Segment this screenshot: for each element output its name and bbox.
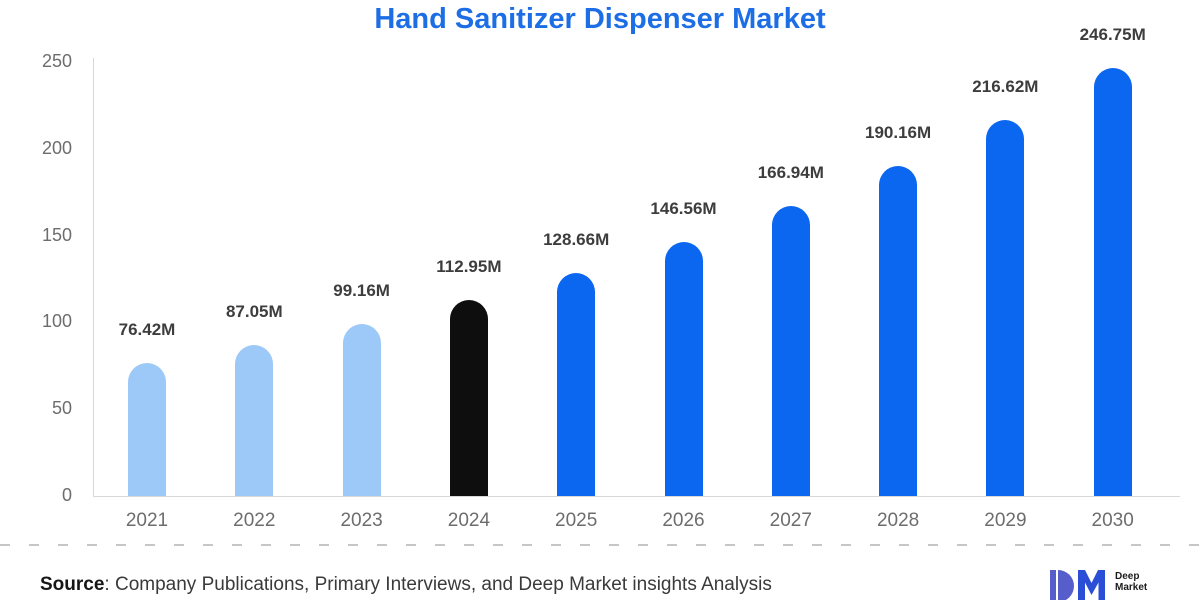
- logo-word-market: Market: [1115, 582, 1148, 593]
- x-axis-tick-2027: 2027: [769, 510, 812, 531]
- bar-2025: [557, 272, 596, 496]
- deep-market-logo: Deep Market: [1050, 569, 1147, 600]
- bar-2021: [128, 363, 166, 496]
- bar-2026: [664, 241, 703, 496]
- y-axis-tick-150: 150: [41, 224, 72, 245]
- bar-value-label-2030: 246.75M: [1079, 24, 1146, 44]
- source-text: : Company Publications, Primary Intervie…: [104, 574, 772, 595]
- x-axis-tick-2025: 2025: [555, 510, 598, 531]
- bar-value-label-2025: 128.66M: [543, 229, 610, 249]
- bar-2023: [342, 323, 381, 496]
- y-axis-tick-0: 0: [61, 485, 72, 505]
- dm-logo-icon: [1050, 570, 1105, 600]
- x-axis-tick-2029: 2029: [984, 510, 1027, 531]
- y-axis-tick-200: 200: [41, 137, 72, 158]
- chart-title: Hand Sanitizer Dispenser Market: [374, 3, 826, 35]
- footer-divider: [0, 544, 1200, 546]
- logo-wordmark: Deep Market: [1115, 571, 1147, 593]
- y-axis-tick-250: 250: [41, 51, 72, 71]
- x-axis-tick-2021: 2021: [125, 510, 169, 531]
- bar-value-label-2024: 112.95M: [436, 256, 502, 276]
- plot-area: [93, 58, 1180, 497]
- bar-value-label-2026: 146.56M: [650, 198, 717, 218]
- y-axis-tick-50: 50: [51, 398, 72, 419]
- source-note: Source: Company Publications, Primary In…: [40, 574, 772, 596]
- logo-word-deep: Deep: [1115, 571, 1140, 582]
- y-axis-tick-100: 100: [41, 311, 72, 332]
- bar-value-label-2021: 76.42M: [118, 320, 176, 340]
- bar-value-label-2023: 99.16M: [333, 280, 390, 300]
- x-axis-tick-2030: 2030: [1091, 510, 1134, 531]
- bar-value-label-2027: 166.94M: [757, 163, 824, 183]
- x-axis-tick-2028: 2028: [876, 510, 920, 531]
- bar-2028: [879, 165, 918, 496]
- bar-2029: [986, 119, 1025, 496]
- bar-value-label-2022: 87.05M: [225, 301, 283, 321]
- x-axis-tick-2023: 2023: [340, 510, 383, 531]
- bar-value-label-2028: 190.16M: [865, 122, 932, 142]
- bar-value-label-2029: 216.62M: [972, 76, 1039, 96]
- bar-2027: [771, 206, 810, 496]
- bar-2022: [235, 344, 274, 496]
- bar-2030: [1093, 67, 1132, 496]
- x-axis-tick-2026: 2026: [662, 510, 705, 531]
- source-label: Source: [40, 574, 105, 595]
- bar-2024: [449, 299, 488, 496]
- x-axis-tick-2024: 2024: [447, 510, 491, 531]
- x-axis-tick-2022: 2022: [233, 510, 276, 531]
